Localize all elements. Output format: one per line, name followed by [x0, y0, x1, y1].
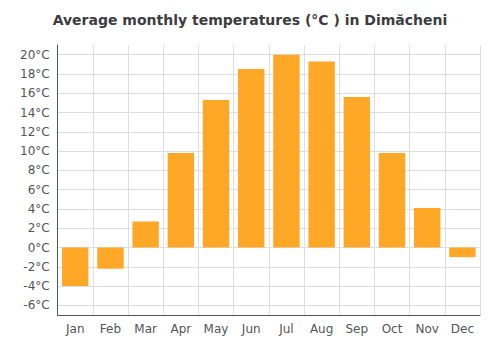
- svg-text:-2°C: -2°C: [23, 260, 49, 274]
- svg-text:May: May: [204, 322, 229, 336]
- svg-text:0°C: 0°C: [28, 241, 50, 255]
- svg-text:20°C: 20°C: [20, 48, 50, 62]
- svg-text:12°C: 12°C: [20, 125, 50, 139]
- svg-text:16°C: 16°C: [20, 86, 50, 100]
- svg-text:2°C: 2°C: [28, 221, 50, 235]
- svg-text:Oct: Oct: [382, 322, 403, 336]
- svg-text:18°C: 18°C: [20, 67, 50, 81]
- svg-text:4°C: 4°C: [28, 202, 50, 216]
- svg-text:Sep: Sep: [346, 322, 369, 336]
- svg-text:Nov: Nov: [415, 322, 438, 336]
- svg-text:-6°C: -6°C: [23, 298, 49, 312]
- svg-text:Jun: Jun: [241, 322, 261, 336]
- svg-text:Dec: Dec: [451, 322, 474, 336]
- svg-text:10°C: 10°C: [20, 144, 50, 158]
- svg-text:Feb: Feb: [100, 322, 121, 336]
- svg-text:Mar: Mar: [134, 322, 157, 336]
- svg-text:Jul: Jul: [278, 322, 293, 336]
- svg-text:14°C: 14°C: [20, 106, 50, 120]
- svg-text:Aug: Aug: [310, 322, 333, 336]
- svg-text:-4°C: -4°C: [23, 279, 49, 293]
- svg-text:Jan: Jan: [65, 322, 85, 336]
- svg-text:8°C: 8°C: [28, 163, 50, 177]
- svg-text:6°C: 6°C: [28, 183, 50, 197]
- svg-text:Apr: Apr: [170, 322, 191, 336]
- svg-text:Average monthly temperatures (: Average monthly temperatures (°C ) in Di…: [53, 12, 448, 28]
